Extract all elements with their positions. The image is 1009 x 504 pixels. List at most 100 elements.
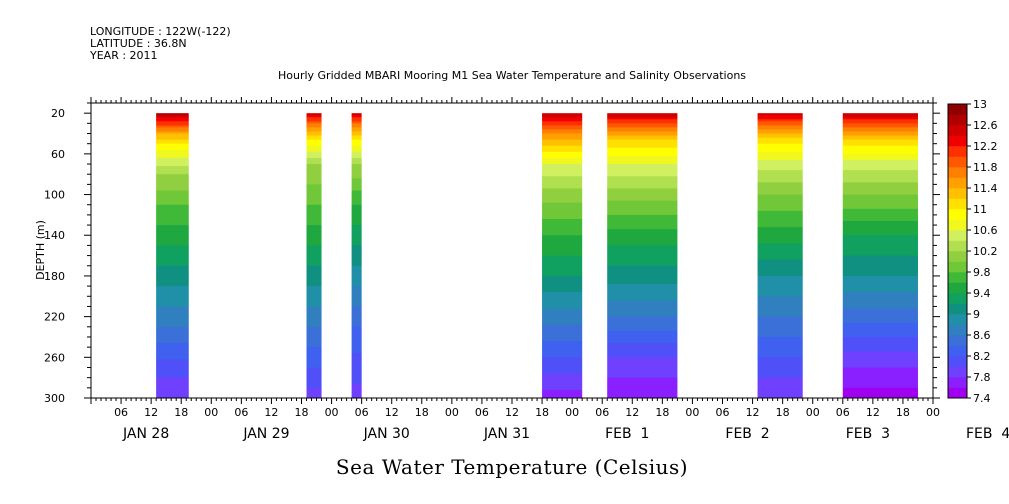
- temperature-cell: [757, 377, 803, 381]
- temperature-cell: [607, 361, 678, 364]
- temperature-cell: [156, 347, 189, 350]
- temperature-cell: [842, 336, 918, 340]
- temperature-cell: [306, 141, 322, 145]
- x-hour-label: 18: [174, 406, 188, 419]
- temperature-cell: [542, 149, 583, 153]
- temperature-cell: [306, 180, 322, 183]
- temperature-cell: [757, 164, 803, 167]
- temperature-cell: [351, 176, 362, 179]
- temperature-cell: [542, 316, 583, 320]
- temperature-cell: [542, 349, 583, 352]
- temperature-cell: [607, 351, 678, 354]
- temperature-cell: [842, 355, 918, 358]
- x-hour-label: 18: [776, 406, 790, 419]
- temperature-cell: [306, 249, 322, 253]
- temperature-cell: [757, 310, 803, 314]
- temperature-cell: [757, 139, 803, 143]
- temperature-cell: [156, 393, 189, 397]
- temperature-cell: [351, 225, 362, 228]
- temperature-cell: [607, 339, 678, 342]
- temperature-cell: [156, 194, 189, 198]
- temperature-cell: [757, 263, 803, 267]
- temperature-cell: [351, 284, 362, 287]
- temperature-cell: [842, 343, 918, 346]
- temperature-cell: [156, 377, 189, 381]
- colorbar-swatch: [948, 335, 967, 346]
- temperature-cell: [156, 375, 189, 379]
- temperature-cell: [351, 162, 362, 165]
- temperature-cell: [156, 182, 189, 185]
- temperature-cell: [757, 141, 803, 145]
- temperature-cell: [542, 332, 583, 336]
- temperature-cell: [306, 212, 322, 216]
- temperature-cell: [156, 253, 189, 257]
- temperature-cell: [156, 304, 189, 307]
- temperature-cell: [156, 306, 189, 309]
- temperature-cell: [842, 328, 918, 332]
- temperature-cell: [351, 320, 362, 324]
- temperature-cell: [306, 139, 322, 143]
- temperature-cell: [306, 221, 322, 224]
- x-date-label: JAN 28: [122, 426, 169, 442]
- temperature-cell: [757, 300, 803, 303]
- temperature-cell: [542, 381, 583, 385]
- temperature-cell: [306, 355, 322, 358]
- temperature-cell: [156, 257, 189, 261]
- data-segment-3: [351, 113, 362, 399]
- temperature-cell: [607, 145, 678, 149]
- temperature-cell: [351, 210, 362, 214]
- temperature-cell: [306, 296, 322, 299]
- temperature-cell: [757, 298, 803, 301]
- temperature-cell: [306, 271, 322, 275]
- temperature-cell: [607, 237, 678, 240]
- temperature-cell: [757, 255, 803, 259]
- temperature-cell: [542, 296, 583, 299]
- temperature-cell: [306, 251, 322, 255]
- temperature-cell: [542, 347, 583, 350]
- temperature-cell: [607, 320, 678, 324]
- temperature-cell: [351, 172, 362, 175]
- temperature-cell: [757, 225, 803, 228]
- temperature-cell: [306, 113, 322, 116]
- temperature-cell: [607, 271, 678, 275]
- temperature-cell: [607, 304, 678, 307]
- temperature-cell: [607, 243, 678, 246]
- temperature-cell: [757, 269, 803, 273]
- temperature-cell: [757, 133, 803, 137]
- temperature-cell: [607, 284, 678, 287]
- temperature-cell: [306, 162, 322, 165]
- temperature-cell: [351, 375, 362, 379]
- temperature-cell: [607, 125, 678, 128]
- temperature-cell: [842, 198, 918, 202]
- temperature-cell: [542, 300, 583, 303]
- temperature-cell: [351, 328, 362, 332]
- temperature-cell: [607, 206, 678, 210]
- temperature-cell: [607, 385, 678, 389]
- temperature-cell: [842, 247, 918, 250]
- variable-title: Sea Water Temperature (Celsius): [336, 455, 688, 479]
- temperature-cell: [351, 393, 362, 397]
- temperature-cell: [842, 233, 918, 236]
- temperature-cell: [842, 359, 918, 362]
- temperature-cell: [156, 381, 189, 385]
- temperature-cell: [306, 304, 322, 307]
- temperature-cell: [842, 143, 918, 147]
- temperature-cell: [607, 151, 678, 155]
- temperature-cell: [542, 170, 583, 173]
- temperature-cell: [607, 387, 678, 391]
- temperature-cell: [542, 229, 583, 232]
- temperature-cell: [542, 355, 583, 358]
- temperature-cell: [351, 117, 362, 120]
- temperature-cell: [542, 162, 583, 165]
- temperature-cell: [607, 373, 678, 377]
- temperature-cell: [542, 353, 583, 356]
- temperature-cell: [156, 351, 189, 354]
- temperature-cell: [156, 361, 189, 364]
- temperature-cell: [542, 377, 583, 381]
- temperature-cell: [351, 121, 362, 124]
- temperature-cell: [542, 206, 583, 210]
- temperature-cell: [351, 389, 362, 393]
- temperature-cell: [607, 223, 678, 226]
- temperature-cell: [607, 214, 678, 218]
